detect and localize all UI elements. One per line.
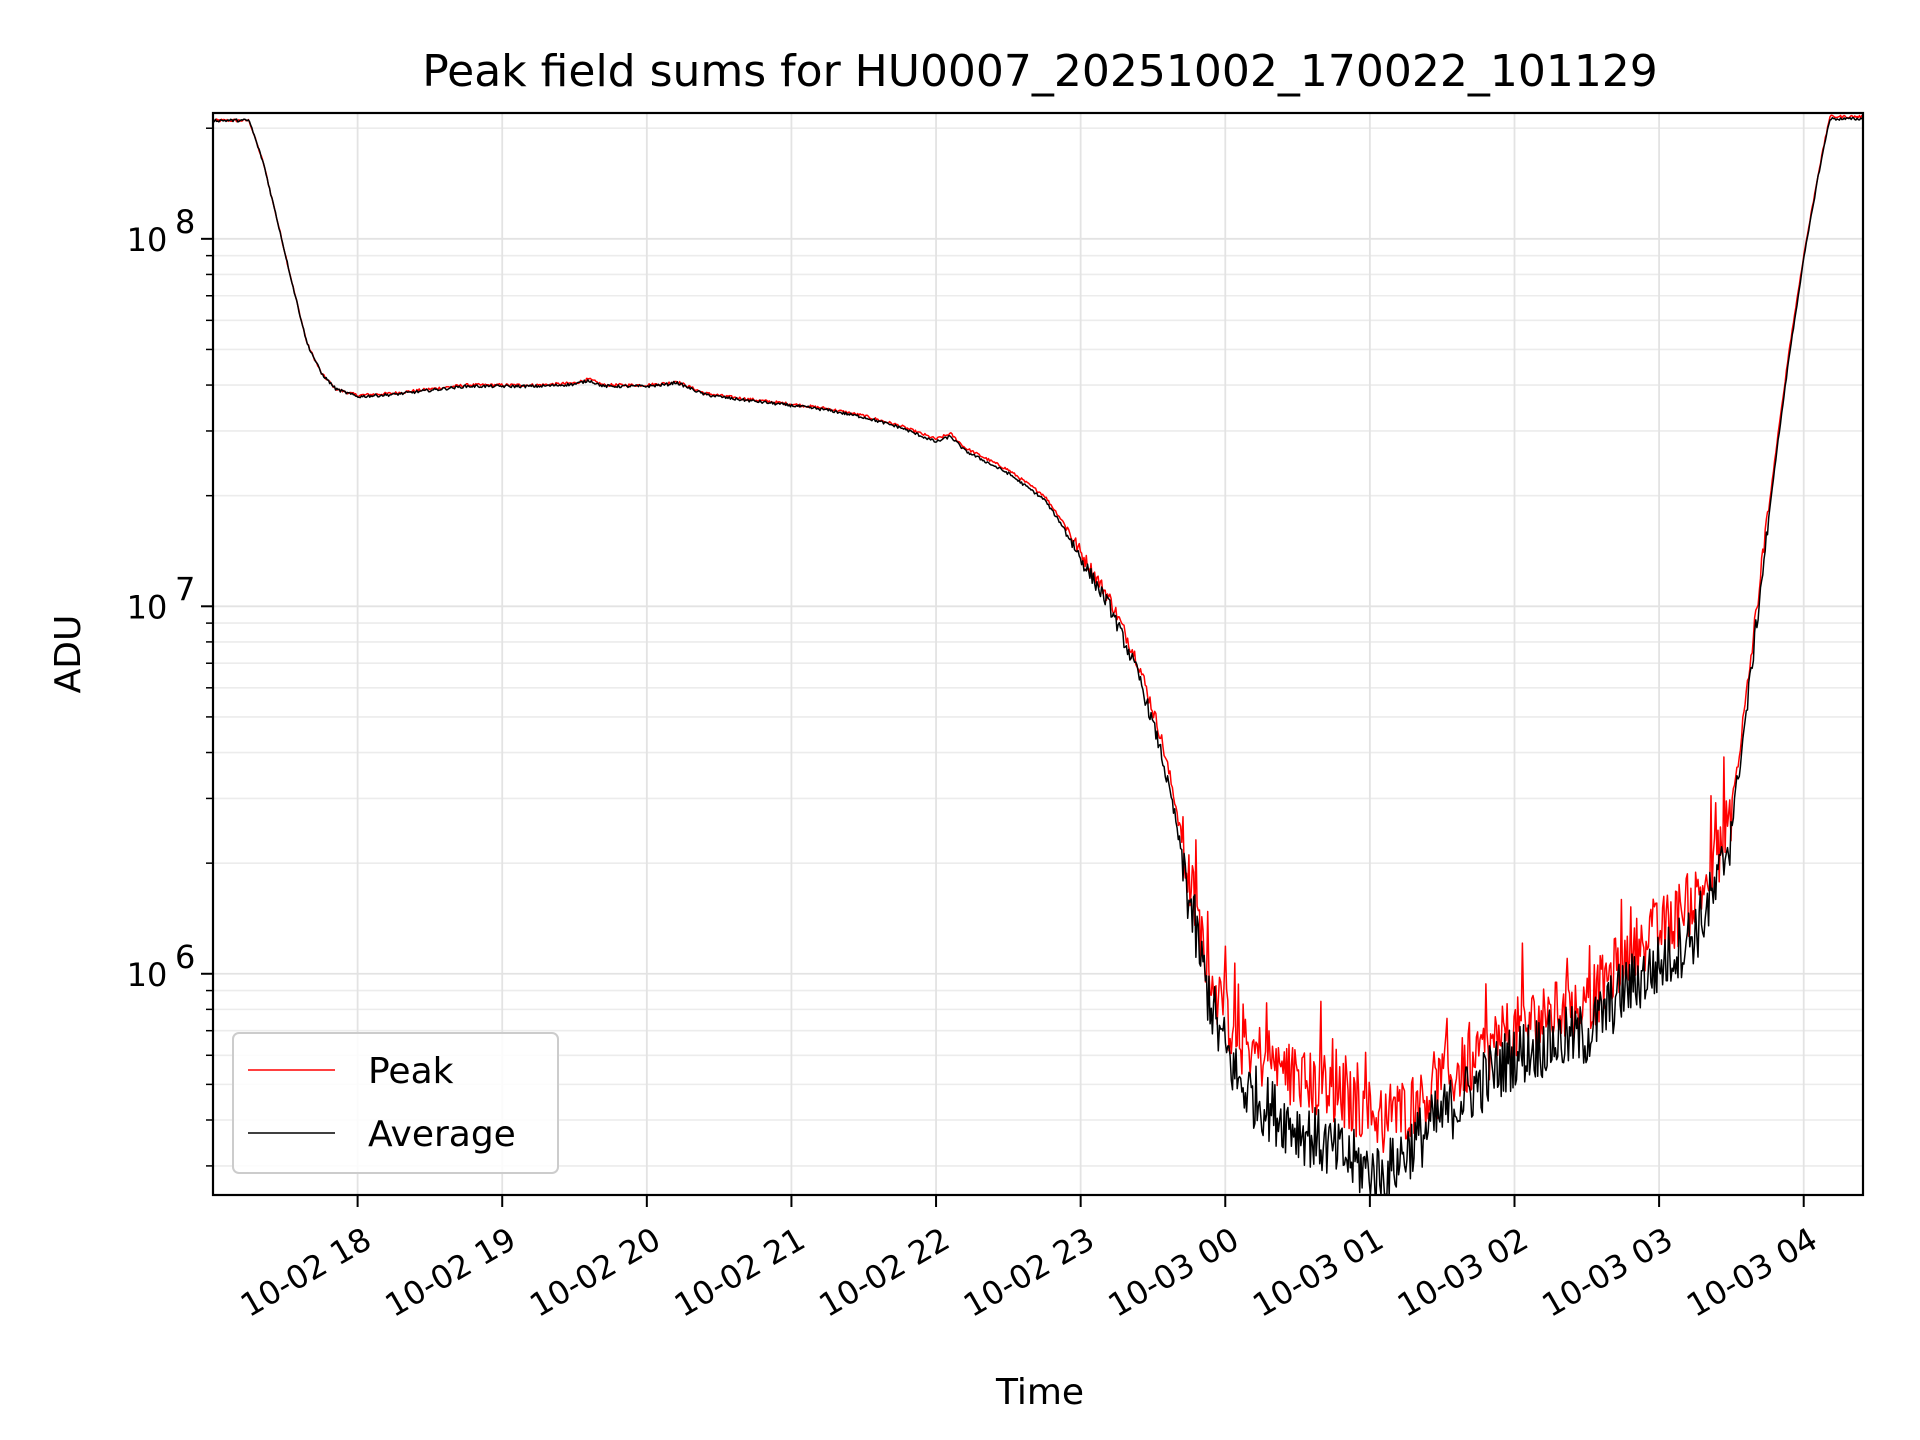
x-tick-label: 10-02 20	[523, 1220, 667, 1325]
legend-box	[232, 1032, 559, 1174]
x-tick-label: 10-03 01	[1246, 1220, 1390, 1325]
y-tick-label: 10	[127, 221, 168, 259]
grid	[213, 113, 1863, 1195]
series-group	[212, 114, 1864, 1196]
x-axis: 10-02 18 10-02 19 10-02 20 10-02 21 10-02 22…	[234, 1195, 1824, 1325]
x-tick-label: 10-02 21	[668, 1220, 812, 1325]
series-line-average	[212, 116, 1864, 1196]
series-line-peak	[212, 114, 1864, 1154]
y-tick-exponent: 8	[175, 203, 195, 241]
y-tick-exponent: 7	[175, 570, 195, 608]
x-tick-label: 10-02 19	[379, 1220, 523, 1325]
legend: Peak Average	[232, 1032, 559, 1174]
x-axis-label: Time	[995, 1372, 1084, 1413]
y-tick-exponent: 6	[175, 938, 195, 976]
x-tick-label: 10-02 18	[234, 1220, 378, 1325]
chart-title: Peak field sums for HU0007_20251002_1700…	[422, 46, 1658, 97]
x-tick-label: 10-03 04	[1680, 1220, 1824, 1325]
x-tick-label: 10-03 02	[1391, 1220, 1535, 1325]
legend-label-average: Average	[368, 1114, 516, 1155]
y-tick-label: 10	[127, 956, 168, 994]
x-tick-label: 10-03 00	[1102, 1220, 1246, 1325]
legend-label-peak: Peak	[368, 1051, 454, 1092]
x-tick-label: 10-02 23	[957, 1220, 1101, 1325]
y-tick-label: 10	[127, 588, 168, 626]
x-tick-label: 10-03 03	[1536, 1220, 1680, 1325]
plot-frame	[211, 111, 1865, 1197]
y-axis-label: ADU	[48, 615, 89, 694]
x-tick-label: 10-02 22	[812, 1220, 956, 1325]
